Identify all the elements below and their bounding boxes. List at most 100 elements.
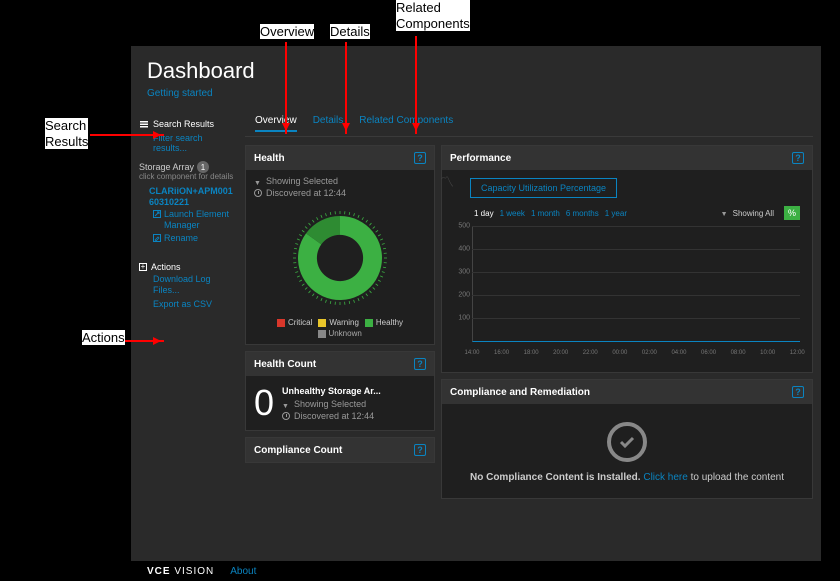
clock-icon: [254, 189, 262, 197]
hc-discovered: Discovered at 12:44: [282, 411, 426, 421]
rename-icon: [153, 234, 161, 242]
arrow-overview: [285, 42, 287, 134]
check-circle-icon: [607, 422, 647, 462]
tab-overview[interactable]: Overview: [255, 111, 297, 132]
compliance-body: No Compliance Content is Installed. Clic…: [442, 404, 812, 489]
arrow-search: [90, 134, 164, 136]
legend-label: Critical: [288, 318, 312, 327]
tab-related[interactable]: Related Components: [359, 111, 453, 132]
help-icon[interactable]: ?: [414, 152, 426, 164]
compliance-count-header: Compliance Count ?: [246, 438, 434, 462]
percent-pill[interactable]: %: [784, 206, 800, 220]
funnel-icon: [254, 177, 262, 185]
legend-item: Warning: [318, 318, 359, 327]
annotation-overview: Overview: [260, 24, 314, 39]
ytick: 400: [458, 245, 470, 252]
launch-element-manager[interactable]: Launch Element Manager: [153, 209, 237, 231]
range-1-month[interactable]: 1 month: [531, 209, 560, 218]
ytick: 300: [458, 268, 470, 275]
annotation-actions: Actions: [82, 330, 125, 345]
perf-metric[interactable]: Capacity Utilization Percentage: [470, 178, 617, 198]
range-1-week[interactable]: 1 week: [500, 209, 525, 218]
stack-icon: [139, 119, 149, 129]
xtick: 06:00: [701, 350, 716, 356]
hc-discovered-text: Discovered at 12:44: [294, 411, 374, 421]
help-icon[interactable]: ?: [414, 358, 426, 370]
chart-icon: 〽: [440, 172, 454, 192]
legend-label: Warning: [329, 318, 359, 327]
xtick: 12:00: [790, 350, 805, 356]
legend-label: Healthy: [376, 318, 403, 327]
export-csv-link[interactable]: Export as CSV: [139, 297, 237, 311]
app-frame: Dashboard Getting started Search Results…: [131, 46, 821, 561]
health-donut: [290, 208, 390, 308]
unknown-swatch: [318, 330, 326, 338]
xtick: 20:00: [553, 350, 568, 356]
health-header: Health ?: [246, 146, 434, 170]
body: Search Results Filter search results... …: [131, 107, 821, 561]
perf-controls: 1 day 1 week 1 month 6 months 1 year Showing…: [450, 206, 804, 220]
performance-title: Performance: [450, 153, 511, 164]
search-results-title: Search Results: [153, 119, 214, 129]
chart-area: [472, 226, 800, 342]
health-body: Showing Selected Discovered at 12:44 Cri…: [246, 170, 434, 344]
launch-icon: [153, 210, 161, 218]
xtick: 02:00: [642, 350, 657, 356]
help-icon[interactable]: ?: [792, 386, 804, 398]
compliance-text: No Compliance Content is Installed. Clic…: [450, 472, 804, 483]
showing-all[interactable]: Showing All: [721, 209, 774, 218]
compliance-title: Compliance and Remediation: [450, 387, 590, 398]
legend-swatch: [277, 319, 285, 327]
rename-action[interactable]: Rename: [153, 233, 237, 244]
annotation-search: Search Results: [45, 118, 88, 149]
health-count-row: 0 Unhealthy Storage Ar... Showing Select…: [254, 382, 426, 424]
about-link[interactable]: About: [230, 566, 256, 577]
sidebar-storage-array: Storage Array 1 click component for deta…: [139, 161, 237, 244]
launch-label: Launch Element Manager: [164, 209, 237, 231]
range-1-year[interactable]: 1 year: [605, 209, 627, 218]
compliance-count-title: Compliance Count: [254, 445, 342, 456]
health-legend: Critical Warning Healthy: [254, 318, 426, 327]
page-title: Dashboard: [147, 58, 805, 84]
sidebar-header-actions: + Actions: [139, 262, 237, 272]
click-here-link[interactable]: Click here: [643, 472, 687, 483]
getting-started-link[interactable]: Getting started: [147, 88, 805, 99]
health-discovered-text: Discovered at 12:44: [266, 188, 346, 198]
storage-array-label: Storage Array: [139, 162, 194, 172]
range-1-day[interactable]: 1 day: [474, 209, 494, 218]
compliance-count-panel: Compliance Count ?: [245, 437, 435, 463]
legend-swatch: [318, 319, 326, 327]
annotation-details: Details: [330, 24, 370, 39]
footer: VCE VISION About: [131, 561, 821, 581]
gridline: [472, 295, 800, 296]
legend-item: Healthy: [365, 318, 403, 327]
health-count-panel: Health Count ? 0 Unhealthy Storage Ar...…: [245, 351, 435, 431]
health-discovered: Discovered at 12:44: [254, 188, 426, 198]
unknown-label: Unknown: [328, 329, 361, 338]
rename-label: Rename: [164, 233, 198, 244]
sidebar-header-search: Search Results: [139, 119, 237, 129]
arrow-related: [415, 36, 417, 134]
compliance-panel: Compliance and Remediation ? No Complian…: [441, 379, 813, 499]
download-logs-link[interactable]: Download Log Files...: [139, 272, 237, 298]
health-count-value: 0: [254, 382, 274, 424]
showing-all-text: Showing All: [733, 209, 774, 218]
component-link[interactable]: CLARiiON+APM00160310221: [149, 186, 237, 208]
health-panel: Health ? Showing Selected Discovered at …: [245, 145, 435, 345]
range-6-months[interactable]: 6 months: [566, 209, 599, 218]
sidebar: Search Results Filter search results... …: [139, 107, 237, 561]
help-icon[interactable]: ?: [792, 152, 804, 164]
tab-details[interactable]: Details: [313, 111, 344, 132]
logo-b: VISION: [174, 566, 214, 577]
health-showing: Showing Selected: [254, 176, 426, 186]
performance-body: 〽 Capacity Utilization Percentage 1 day1…: [442, 170, 812, 366]
xtick: 04:00: [671, 350, 686, 356]
hc-showing-text: Showing Selected: [294, 399, 366, 409]
right-column: Performance ? 〽 Capacity Utilization Per…: [441, 145, 813, 561]
help-icon[interactable]: ?: [414, 444, 426, 456]
xtick: 00:00: [612, 350, 627, 356]
health-showing-text: Showing Selected: [266, 176, 338, 186]
header: Dashboard Getting started: [131, 46, 821, 107]
ytick: 500: [458, 223, 470, 230]
performance-header: Performance ?: [442, 146, 812, 170]
